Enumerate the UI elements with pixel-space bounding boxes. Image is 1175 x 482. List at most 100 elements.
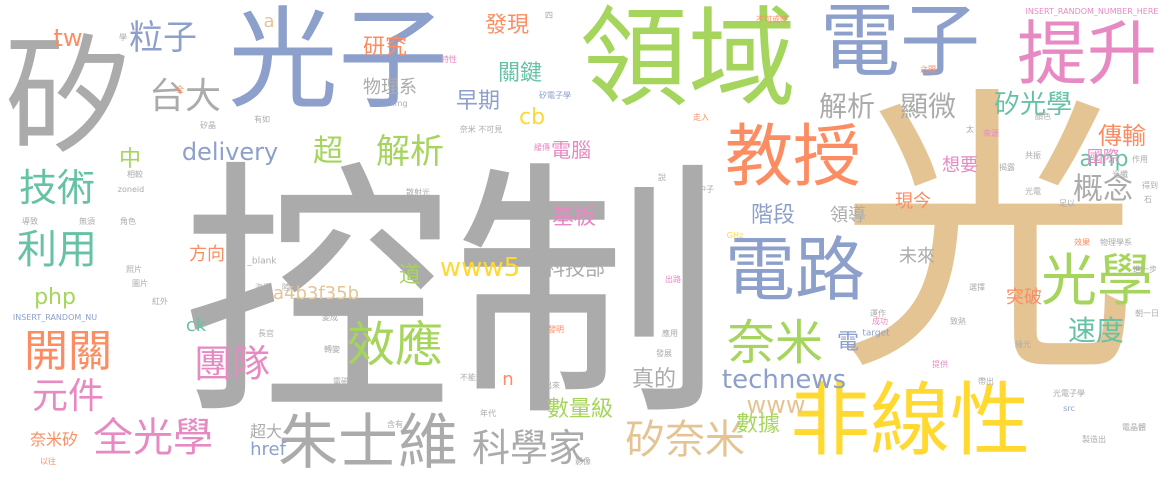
word-nowadays: 現今 bbox=[895, 191, 931, 212]
word-physics-dept-2: 物理學系 bbox=[1100, 238, 1132, 247]
word-enter: 走入 bbox=[693, 113, 709, 122]
word-zhu-shiwei: 朱士維 bbox=[278, 408, 458, 478]
word-direction: 方向 bbox=[189, 244, 225, 265]
word-image: 影像 bbox=[575, 457, 591, 466]
word-invent: 發明 bbox=[548, 325, 564, 334]
word-fiber: 光纖 bbox=[1112, 170, 1128, 179]
word-need-not: 無須 bbox=[79, 217, 95, 226]
word-hologram: 全影 bbox=[635, 209, 651, 218]
word-breakthrough: 突破 bbox=[1006, 287, 1042, 308]
word-www: www bbox=[746, 391, 806, 419]
word-silicon-electronics: 矽電子學 bbox=[539, 91, 571, 100]
word-insert-random-nu: INSERT_RANDOM_NU bbox=[12, 313, 98, 322]
word-ck: ck bbox=[185, 315, 207, 336]
word-amp: amp bbox=[1079, 147, 1129, 172]
word-tw: tw bbox=[53, 24, 83, 52]
word-like: 有如 bbox=[254, 115, 270, 124]
word-particle: 粒子 bbox=[129, 18, 197, 58]
word-ghz: GHz bbox=[726, 231, 744, 240]
word-source: 來源 bbox=[983, 129, 999, 138]
word-substrate: 基板 bbox=[551, 205, 597, 230]
word-develop: 發展 bbox=[656, 349, 672, 358]
word-limit: 局限 bbox=[424, 225, 440, 234]
word-php: php bbox=[34, 285, 76, 310]
word-resolution: 解析 bbox=[376, 132, 444, 172]
word-microscopy: 顯微 bbox=[899, 90, 957, 123]
word-lead: 領導 bbox=[830, 205, 866, 226]
word-transform: 轉變 bbox=[324, 345, 340, 354]
word-obtain: 得到 bbox=[1142, 181, 1158, 190]
word-dao: 道 bbox=[398, 263, 422, 288]
word-further: 進一步 bbox=[1133, 265, 1157, 274]
word-scientist: 科學家 bbox=[471, 426, 587, 470]
word-insert-random-number: INSERT_RANDOM_NUMBER_HERE bbox=[1025, 7, 1159, 16]
word-technews: technews bbox=[721, 365, 847, 395]
word-research: 研究 bbox=[362, 35, 408, 60]
word-technology: 技術 bbox=[18, 166, 96, 210]
word-slow-transmit: 緩傳 bbox=[534, 143, 550, 152]
word-manufacture: 製造出 bbox=[1082, 435, 1106, 444]
word-src: src bbox=[1063, 404, 1075, 413]
word-shuo: 說 bbox=[658, 173, 666, 182]
word-field: 領域 bbox=[579, 0, 797, 122]
word-optoelectronics: 光電子學 bbox=[1053, 389, 1085, 398]
word-success: 成功 bbox=[872, 317, 888, 326]
word-picture: 圖片 bbox=[132, 279, 148, 288]
word-electromagnetic: 電磁 bbox=[333, 377, 349, 386]
word-resonance: 共振 bbox=[1025, 151, 1041, 160]
word-a4b3f35b: a4b3f35b bbox=[272, 283, 360, 304]
word-outlet: 出路 bbox=[665, 275, 681, 284]
word-data: 數據 bbox=[735, 412, 781, 437]
word-bring-out: 帶出 bbox=[978, 377, 994, 386]
word-light: 光 bbox=[838, 63, 1138, 412]
word-analysis: 解析 bbox=[818, 90, 876, 123]
word-zhong: 中 bbox=[118, 147, 142, 172]
word-efficiency: 效果 bbox=[1074, 238, 1090, 247]
word-circuit: 電路 bbox=[725, 229, 865, 311]
word-electron: 電子 bbox=[820, 0, 980, 88]
word-optics: 光學 bbox=[1041, 249, 1153, 314]
word-professor: 教授 bbox=[724, 118, 862, 197]
word-operate: 運作 bbox=[870, 309, 886, 318]
word-seaside: 海邊 bbox=[255, 283, 271, 292]
word-stage: 階段 bbox=[750, 203, 796, 228]
word-transmission: 傳輸 bbox=[1098, 122, 1146, 150]
word-tai: 太 bbox=[966, 125, 974, 134]
word-key: 關鍵 bbox=[497, 61, 543, 86]
word-discover: 發現 bbox=[484, 13, 530, 38]
word-href: href bbox=[250, 439, 286, 460]
word-infrared: 紅外 bbox=[152, 297, 168, 306]
word-resist: 抵抗 bbox=[344, 199, 360, 208]
word-enough: 足以 bbox=[1059, 199, 1075, 208]
word-silicon-photonics: 矽光學 bbox=[993, 90, 1073, 120]
word-nano: 奈米 bbox=[726, 315, 824, 371]
word-nano-silicon: 奈米矽 bbox=[29, 430, 79, 449]
word-really: 真的 bbox=[631, 367, 677, 392]
word-color: 顏色 bbox=[1035, 112, 1051, 121]
word-blank: _blank bbox=[247, 256, 277, 267]
word-n: n bbox=[502, 369, 514, 390]
word-photo: 照片 bbox=[126, 265, 142, 274]
word-neutron: 中子 bbox=[698, 185, 714, 194]
word-computer: 電腦 bbox=[551, 138, 591, 162]
word-green-light: 緣光 bbox=[1015, 340, 1031, 349]
word-silicon-nano: 矽奈米 bbox=[625, 417, 745, 463]
word-choose: 選擇 bbox=[969, 283, 985, 292]
word-someday: 朝一日 bbox=[1135, 309, 1159, 318]
word-function: 作用 bbox=[1132, 155, 1148, 164]
word-dian: 電 bbox=[836, 330, 860, 355]
word-want: 想要 bbox=[942, 155, 978, 176]
word-previously: 以往 bbox=[40, 457, 56, 466]
word-role: 角色 bbox=[120, 217, 136, 226]
word-ntu: 台大 bbox=[148, 76, 222, 117]
word-photon: 光子 bbox=[228, 0, 448, 124]
word-silicon-crystal: 矽晶 bbox=[200, 121, 216, 130]
word-component: 元件 bbox=[31, 376, 105, 417]
word-effect: 效應 bbox=[346, 317, 444, 373]
word-super: 超 bbox=[313, 134, 343, 169]
word-era: 年代 bbox=[480, 409, 496, 418]
word-optoelectronic: 光電 bbox=[1025, 187, 1041, 196]
word-super-large: 超大 bbox=[249, 422, 283, 441]
word-improve: 提升 bbox=[1017, 13, 1157, 95]
